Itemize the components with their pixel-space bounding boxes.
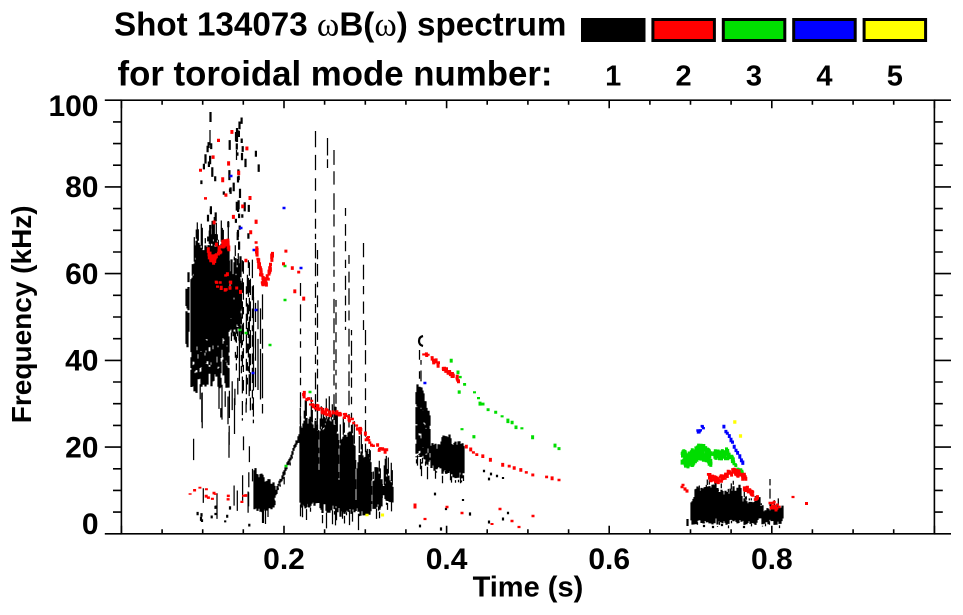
svg-text:0: 0 [82,508,99,541]
svg-text:1: 1 [605,61,621,93]
svg-text:Time (s): Time (s) [473,572,584,604]
svg-text:2: 2 [676,61,692,93]
svg-text:3: 3 [746,61,762,93]
svg-text:20: 20 [65,431,98,464]
svg-text:Shot 134073 ωB(ω) spectrum: Shot 134073 ωB(ω) spectrum [114,7,566,44]
svg-text:100: 100 [48,90,98,123]
svg-text:5: 5 [887,61,903,93]
svg-text:80: 80 [65,171,98,204]
svg-text:Frequency (kHz): Frequency (kHz) [6,205,37,423]
svg-text:0.2: 0.2 [263,543,305,576]
svg-text:0.6: 0.6 [588,543,630,576]
svg-text:0.8: 0.8 [751,543,793,576]
svg-text:4: 4 [816,61,832,93]
svg-text:60: 60 [65,258,98,291]
svg-text:0.4: 0.4 [426,543,468,576]
svg-text:for toroidal mode number:: for toroidal mode number: [118,55,553,94]
svg-text:40: 40 [65,345,98,378]
